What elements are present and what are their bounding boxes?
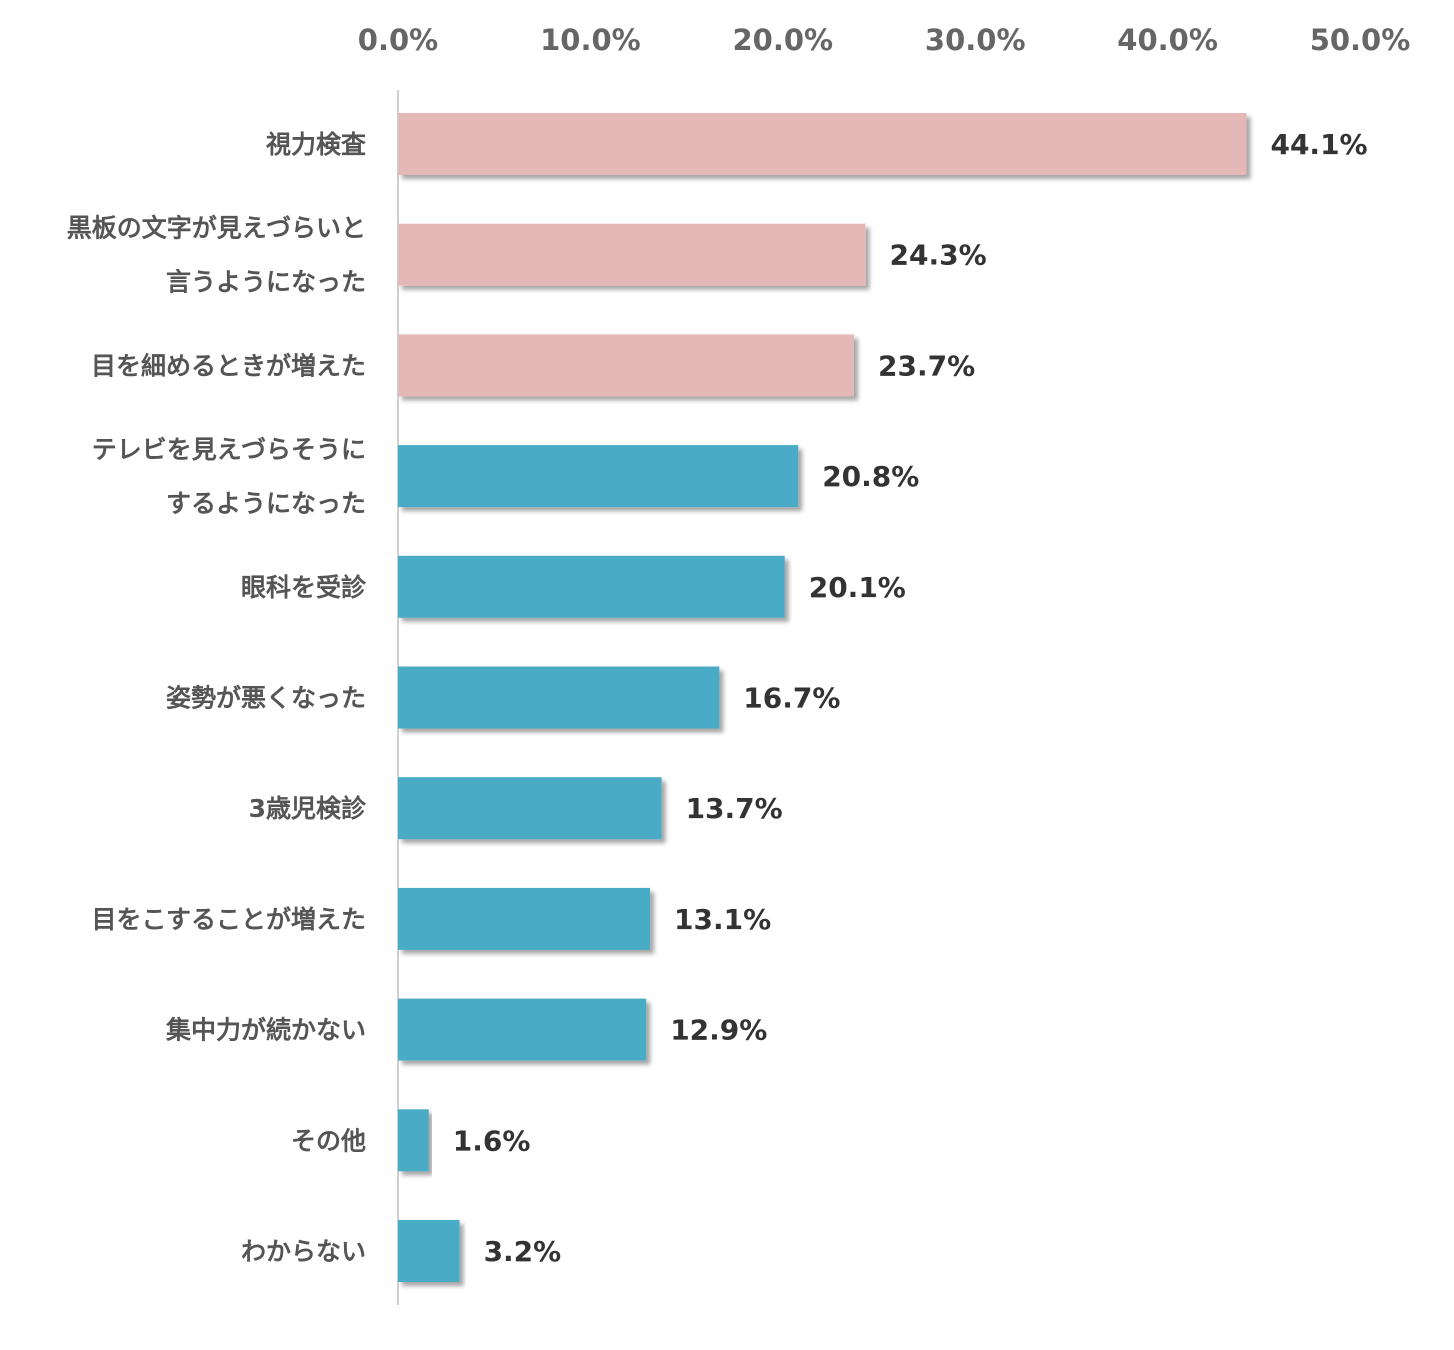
x-tick-label: 10.0% (540, 23, 641, 57)
bars (398, 113, 1247, 1282)
category-label: 眼科を受診 (241, 573, 367, 602)
bar (398, 1109, 429, 1172)
x-tick-label: 0.0% (358, 23, 438, 57)
category-label: 集中力が続かない (165, 1016, 366, 1045)
x-axis-ticks: 0.0% 10.0% 20.0% 30.0% 40.0% 50.0% (358, 23, 1411, 57)
x-tick-label: 20.0% (732, 23, 833, 57)
category-label: 姿勢が悪くなった (166, 684, 366, 713)
category-label: 3歳児検診 (249, 794, 367, 823)
bar (398, 777, 662, 840)
bar-value-label: 3.2% (484, 1235, 562, 1268)
bar-value-label: 12.9% (670, 1014, 767, 1047)
x-tick-label: 40.0% (1117, 23, 1218, 57)
category-label: 視力検査 (266, 130, 366, 159)
category-labels: 視力検査黒板の文字が見えづらいと言うようになった目を細めるときが増えたテレビを見… (67, 130, 367, 1266)
bar-value-label: 13.7% (686, 792, 783, 825)
category-label: その他 (291, 1126, 366, 1155)
bar-value-label: 44.1% (1270, 128, 1367, 161)
bar-value-label: 16.7% (743, 682, 840, 715)
bar-value-label: 13.1% (674, 903, 771, 936)
bar-value-label: 20.1% (809, 571, 906, 604)
bar (398, 445, 799, 508)
bar (398, 887, 651, 950)
bar (398, 334, 854, 397)
bar (398, 666, 720, 729)
category-label: 目を細めるときが増えた (91, 351, 366, 380)
category-label: テレビを見えづらそうに (92, 435, 366, 464)
bar (398, 555, 785, 618)
x-tick-label: 50.0% (1310, 23, 1411, 57)
x-tick-label: 30.0% (925, 23, 1026, 57)
value-labels: 44.1% 24.3% 23.7% 20.8% 20.1% 16.7% 13.7% 13.1%… (453, 128, 1368, 1268)
bar-value-label: 1.6% (453, 1124, 531, 1157)
bar-value-label: 23.7% (878, 349, 975, 382)
category-label: わからない (241, 1237, 366, 1266)
bar (398, 223, 866, 286)
bar-value-label: 24.3% (890, 239, 987, 272)
bar (398, 1220, 460, 1282)
category-label: 目をこすることが増えた (91, 905, 366, 934)
category-label: 黒板の文字が見えづらいと (67, 214, 366, 243)
category-label: 言うようになった (166, 268, 366, 297)
bar-value-label: 20.8% (822, 460, 919, 493)
category-label: するようになった (166, 489, 366, 518)
bar (398, 113, 1247, 175)
bar (398, 998, 647, 1061)
